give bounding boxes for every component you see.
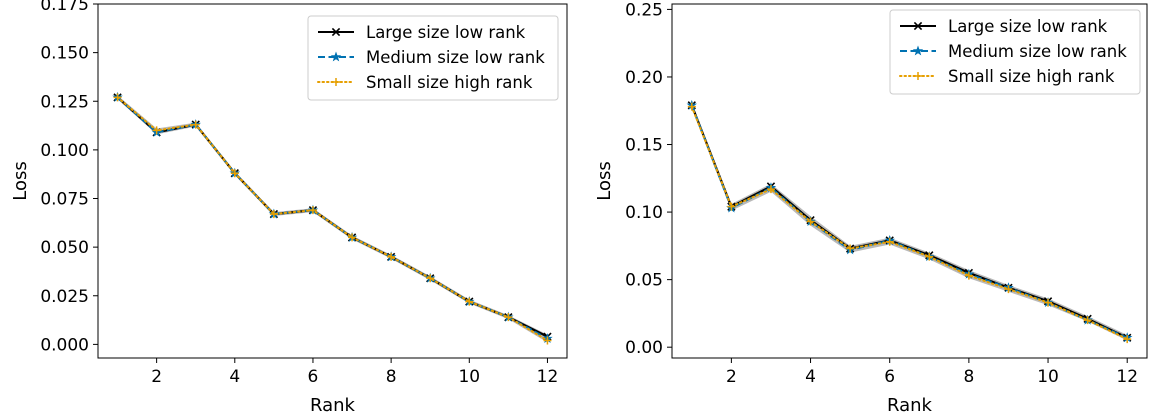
data-point (1044, 298, 1053, 307)
y-tick-label: 0.100 (40, 141, 89, 161)
data-point (387, 252, 396, 261)
series-line (116, 96, 549, 342)
legend-label: Medium size low rank (366, 48, 545, 67)
x-tick-label: 6 (884, 367, 895, 387)
plot-frame (97, 3, 568, 359)
data-point (1083, 316, 1092, 325)
data-point (269, 210, 278, 219)
x-tick-label: 4 (229, 367, 240, 387)
uncertainty-band (117, 95, 548, 343)
data-point (806, 217, 815, 226)
data-point (925, 252, 934, 261)
legend-marker (913, 21, 923, 31)
series-line (116, 96, 548, 340)
data-point (465, 297, 474, 306)
legend-item: Small size high rank (317, 73, 533, 92)
y-axis-label: Loss (10, 161, 31, 200)
legend-item: Small size high rank (899, 67, 1115, 86)
y-tick-label: 0.075 (40, 190, 89, 210)
x-tick-label: 12 (537, 367, 559, 387)
data-point (191, 120, 200, 129)
data-point (308, 206, 317, 215)
series-2 (686, 99, 1133, 343)
series-line (116, 96, 548, 338)
x-tick-label: 8 (963, 367, 974, 387)
y-tick-label: 0.025 (40, 287, 89, 307)
legend-label: Large size low rank (366, 23, 526, 42)
y-tick-label: 0.00 (625, 338, 663, 358)
x-tick-label: 6 (308, 367, 319, 387)
chart-panel-1: 0.000 0.025 0.050 0.075 0.100 0.125 0.150 0.175… (10, 0, 568, 415)
x-tick-label: 10 (458, 367, 480, 387)
legend-item: Large size low rank (318, 23, 526, 42)
y-tick-label: 0.15 (625, 136, 663, 156)
y-tick-label: 0.000 (40, 335, 89, 355)
series-line (690, 105, 1129, 341)
x-axis-label: Rank (310, 395, 356, 415)
legend-marker (330, 51, 342, 62)
data-point (1004, 285, 1013, 294)
y-tick-label: 0.050 (40, 238, 89, 258)
data-point (846, 244, 855, 253)
y-tick-label: 0.05 (625, 271, 663, 291)
data-point (348, 233, 357, 242)
legend-label: Medium size low rank (948, 42, 1127, 61)
legend-box (307, 15, 559, 101)
chart-panel-2: 0.00 0.05 0.10 0.15 0.20 0.25 2 4 6 8 10 12 Rank Loss… (594, 0, 1148, 415)
legend-marker (332, 78, 340, 86)
data-point (1123, 335, 1132, 344)
legend: Large size low rank Medium size low rank S… (307, 15, 559, 101)
y-tick-label: 0.125 (40, 92, 89, 112)
legend-label: Small size high rank (366, 73, 533, 92)
series-line (690, 104, 1128, 339)
legend-marker (914, 72, 922, 80)
series-3 (113, 93, 552, 345)
legend-item: Medium size low rank (318, 48, 545, 67)
legend: Large size low rank Medium size low rank S… (889, 9, 1141, 95)
data-point (964, 271, 973, 280)
y-tick-label: 0.10 (625, 203, 663, 223)
legend-marker (331, 27, 341, 37)
uncertainty-band (691, 102, 1128, 341)
data-point (426, 274, 435, 283)
x-tick-label: 2 (151, 367, 162, 387)
data-point (230, 169, 239, 178)
y-axis-label: Loss (594, 161, 615, 200)
plot-frame (671, 3, 1148, 359)
y-tick-label: 0.20 (625, 68, 663, 88)
series-2 (112, 91, 553, 343)
x-tick-label: 8 (386, 367, 397, 387)
series-3 (687, 102, 1132, 344)
legend-item: Large size low rank (900, 17, 1108, 36)
x-tick-label: 2 (726, 367, 737, 387)
series-1 (687, 101, 1132, 342)
x-axis-label: Rank (887, 395, 933, 415)
data-point (727, 202, 736, 211)
series-line (690, 104, 1128, 339)
data-point (885, 237, 894, 246)
data-point (113, 93, 122, 102)
legend-item: Medium size low rank (900, 42, 1127, 61)
data-point (687, 102, 696, 111)
data-point (766, 185, 775, 194)
x-tick-label: 10 (1037, 367, 1059, 387)
series-1 (113, 93, 552, 341)
x-tick-label: 12 (1116, 367, 1138, 387)
legend-marker (912, 45, 924, 56)
data-point (504, 313, 513, 322)
y-tick-label: 0.175 (40, 0, 89, 15)
y-tick-label: 0.25 (625, 0, 663, 20)
data-point (543, 336, 552, 345)
y-tick-label: 0.150 (40, 44, 89, 64)
legend-label: Large size low rank (948, 17, 1108, 36)
legend-label: Small size high rank (948, 67, 1115, 86)
legend-box (889, 9, 1141, 95)
x-tick-label: 4 (805, 367, 816, 387)
data-point (152, 126, 161, 135)
